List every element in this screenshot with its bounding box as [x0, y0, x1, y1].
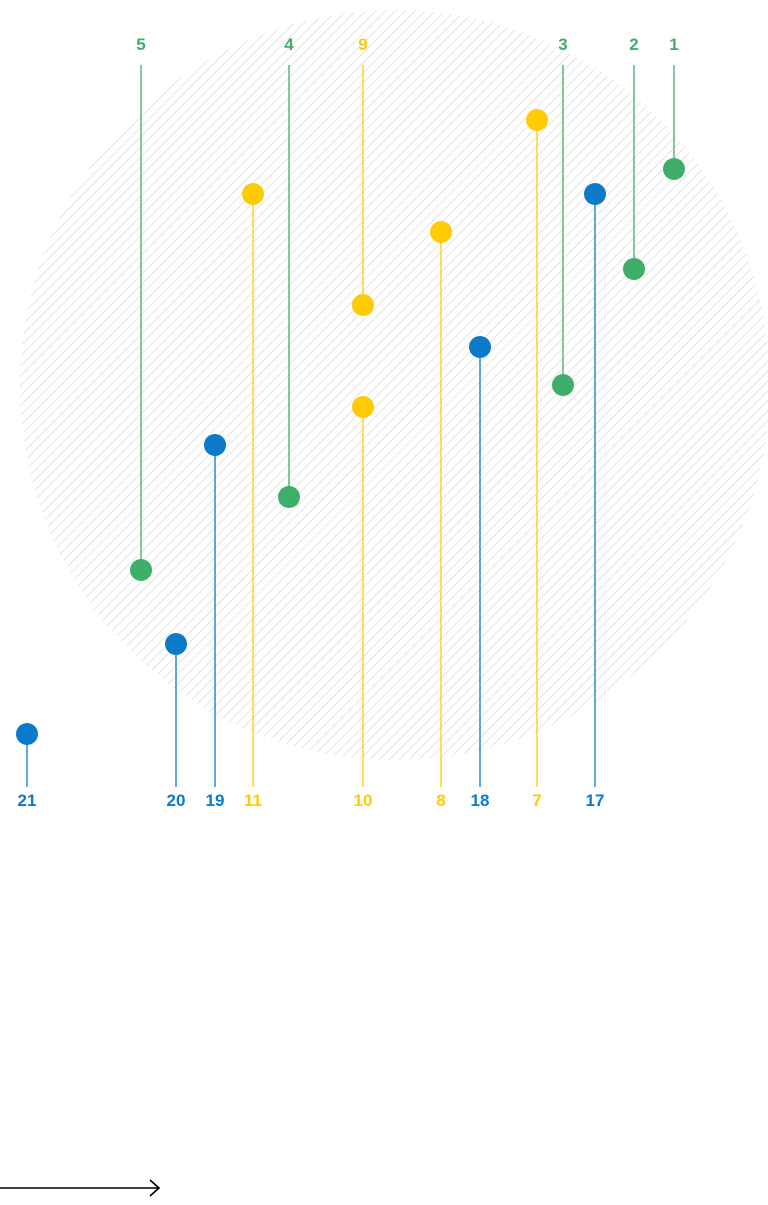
pin-dot [130, 559, 152, 581]
pin-dot [165, 633, 187, 655]
pin-10: 10 [352, 396, 374, 810]
pin-label: 10 [354, 791, 373, 810]
pin-dot [352, 294, 374, 316]
pin-dot [16, 723, 38, 745]
pin-label: 19 [206, 791, 225, 810]
pin-3: 3 [552, 35, 574, 396]
pin-dot [584, 183, 606, 205]
pin-label: 3 [558, 35, 567, 54]
pin-9: 9 [352, 35, 374, 316]
pin-dot [469, 336, 491, 358]
pin-11: 11 [242, 183, 264, 810]
pin-dot [663, 158, 685, 180]
pin-5: 5 [130, 35, 152, 581]
pin-label: 9 [358, 35, 367, 54]
pin-label: 20 [167, 791, 186, 810]
pin-20: 20 [165, 633, 187, 810]
pin-label: 11 [244, 791, 262, 810]
pin-21: 21 [16, 723, 38, 810]
pin-label: 4 [284, 35, 294, 54]
pin-4: 4 [278, 35, 300, 508]
pin-8: 8 [430, 221, 452, 810]
pin-7: 7 [526, 109, 548, 810]
pin-dot [526, 109, 548, 131]
pin-19: 19 [204, 434, 226, 810]
pin-label: 18 [471, 791, 490, 810]
pin-label: 5 [136, 35, 145, 54]
pin-1: 1 [663, 35, 685, 180]
pin-dot [278, 486, 300, 508]
pin-dot [552, 374, 574, 396]
pin-label: 1 [669, 35, 678, 54]
pin-dot [623, 258, 645, 280]
hatched-circle-background [20, 10, 768, 760]
pin-label: 2 [629, 35, 638, 54]
pins-layer: 1 2 3 4 5 9 7 8 10 11 17 18 19 20 21 [16, 35, 685, 810]
pin-dot [352, 396, 374, 418]
pin-17: 17 [584, 183, 606, 810]
pin-label: 7 [532, 791, 541, 810]
pin-2: 2 [623, 35, 645, 280]
pin-dot [242, 183, 264, 205]
pin-label: 8 [436, 791, 445, 810]
pin-label: 21 [18, 791, 37, 810]
pin-18: 18 [469, 336, 491, 810]
right-arrow-icon [0, 1179, 161, 1197]
pin-dot [204, 434, 226, 456]
pin-label: 17 [586, 791, 605, 810]
pin-dot [430, 221, 452, 243]
